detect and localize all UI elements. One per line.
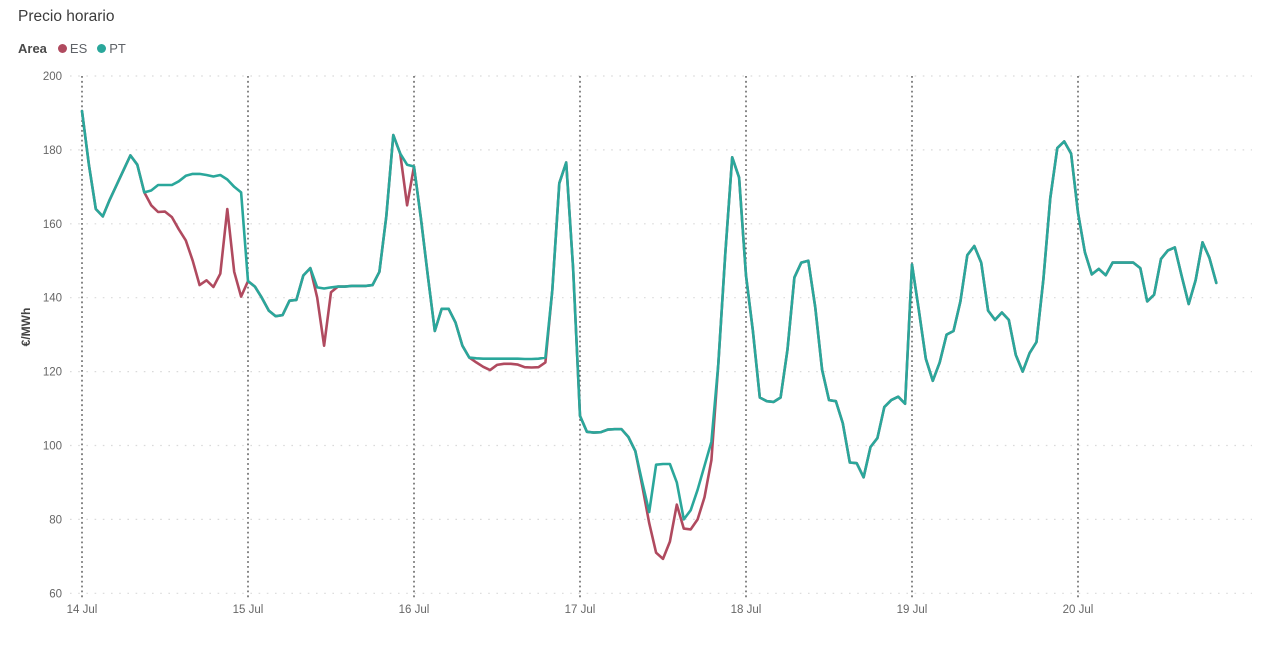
es-price-line [80, 109, 1218, 561]
x-axis-tick-labels: 14 Jul 15 Jul 16 Jul 17 Jul 18 Jul 19 Jul 20 J… [67, 604, 1094, 616]
page-title: Precio horario [18, 8, 115, 25]
x-tick-label: 17 Jul [565, 604, 596, 616]
es-series-dot-icon [57, 44, 67, 53]
legend-item-pt[interactable]: PT [97, 41, 126, 56]
legend-item-es-label: ES [69, 41, 88, 56]
y-axis-title: €/MWh [19, 308, 33, 347]
day-boundary-lines [81, 76, 1079, 600]
legend-item-pt-label: PT [109, 41, 126, 56]
legend-title: Area [18, 41, 47, 56]
y-tick-label: 160 [43, 219, 62, 231]
pt-price-line [80, 109, 1218, 521]
y-tick-label: 120 [43, 367, 62, 379]
y-tick-label: 80 [49, 514, 62, 526]
y-tick-label: 180 [43, 145, 62, 157]
horizontal-gridlines [70, 75, 1252, 594]
x-tick-label: 15 Jul [233, 604, 264, 616]
x-tick-label: 14 Jul [67, 604, 98, 616]
y-tick-label: 200 [43, 71, 62, 83]
x-tick-label: 19 Jul [897, 604, 928, 616]
legend-item-es[interactable]: ES [57, 41, 88, 56]
y-tick-label: 140 [43, 293, 62, 305]
y-tick-label: 100 [43, 441, 62, 453]
x-tick-label: 20 Jul [1063, 604, 1094, 616]
chart-legend: Area ES PT [18, 41, 136, 56]
y-axis-tick-labels: 60 80 100 120 140 160 180 200 [43, 71, 62, 600]
pt-series-dot-icon [97, 44, 107, 53]
x-tick-label: 16 Jul [399, 604, 430, 616]
x-tick-label: 18 Jul [731, 604, 762, 616]
y-tick-label: 60 [49, 588, 62, 600]
